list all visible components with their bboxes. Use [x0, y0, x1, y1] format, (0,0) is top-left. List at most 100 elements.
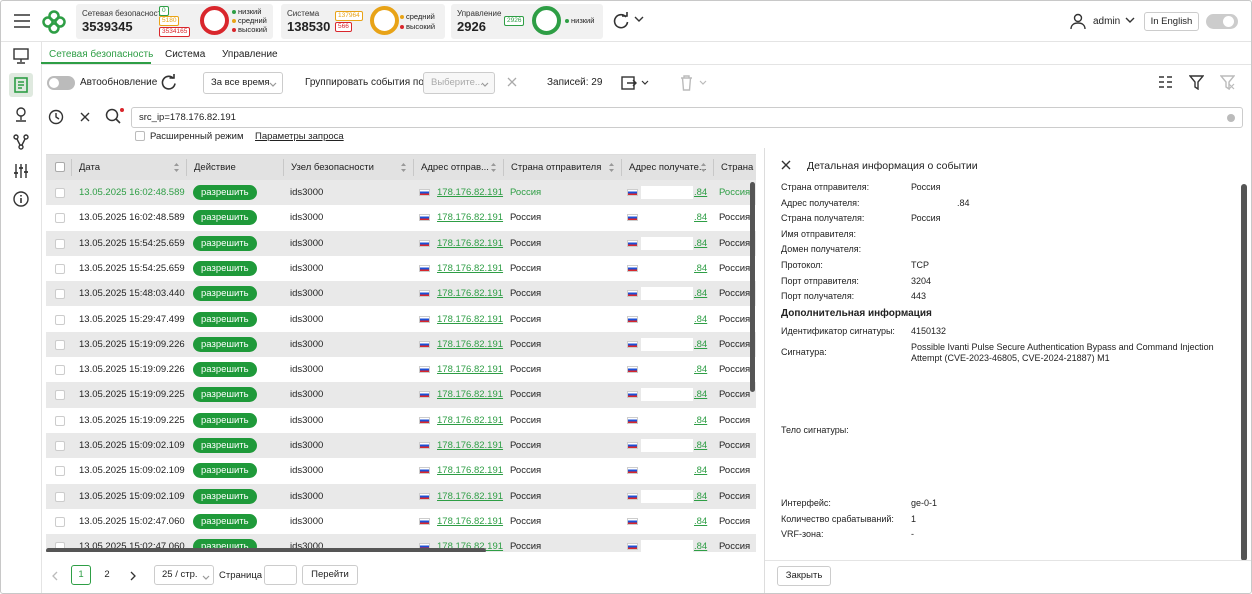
sidebar-item[interactable]: [13, 106, 29, 122]
sidebar-item[interactable]: [13, 163, 29, 179]
row-checkbox[interactable]: [55, 491, 65, 502]
export-button[interactable]: [620, 74, 650, 91]
column-header[interactable]: Страна отправителя: [511, 162, 602, 173]
table-row[interactable]: 13.05.2025 15:29:47.499 разрешить ids3000 1…: [46, 306, 756, 332]
cell-src-ip[interactable]: 178.176.82.191: [437, 389, 504, 401]
cell-src-ip[interactable]: 178.176.82.191: [437, 187, 504, 198]
table-row[interactable]: 13.05.2025 15:09:02.109 разрешить ids3000 1…: [46, 483, 756, 509]
cell-dst-ip[interactable]: .84: [694, 364, 708, 376]
cell-src-ip[interactable]: 178.176.82.191: [437, 465, 504, 477]
table-row[interactable]: 13.05.2025 15:48:03.440 разрешить ids3000 1…: [46, 281, 756, 307]
clear-search-button[interactable]: [80, 112, 90, 122]
refresh-stats[interactable]: [612, 12, 630, 30]
row-checkbox[interactable]: [55, 314, 65, 325]
column-header[interactable]: Адрес получате...: [629, 162, 707, 173]
page-input[interactable]: [264, 565, 297, 585]
cell-dst-ip[interactable]: .84: [694, 490, 708, 502]
cell-dst-ip[interactable]: .84: [694, 465, 708, 477]
stats-chevron[interactable]: [634, 16, 644, 24]
sidebar-item[interactable]: [13, 191, 29, 207]
sort-icon[interactable]: [608, 162, 615, 173]
cell-src-ip[interactable]: 178.176.82.191: [437, 212, 504, 224]
row-checkbox[interactable]: [55, 415, 65, 426]
row-checkbox[interactable]: [55, 339, 65, 350]
cell-dst-ip[interactable]: .84: [694, 338, 708, 350]
cell-dst-ip[interactable]: .84: [694, 414, 708, 426]
table-row[interactable]: 13.05.2025 15:02:47.060 разрешить ids3000 1…: [46, 534, 756, 552]
table-row[interactable]: 13.05.2025 16:02:48.589 разрешить ids3000 1…: [46, 205, 756, 231]
h-scrollbar[interactable]: [46, 548, 486, 552]
v-scrollbar[interactable]: [750, 182, 755, 392]
sidebar-item[interactable]: [13, 77, 29, 93]
table-row[interactable]: 13.05.2025 15:19:09.226 разрешить ids3000 1…: [46, 357, 756, 383]
table-row[interactable]: 13.05.2025 15:19:09.225 разрешить ids3000 1…: [46, 382, 756, 408]
row-checkbox[interactable]: [55, 213, 65, 224]
cell-src-ip[interactable]: 178.176.82.191: [437, 262, 504, 274]
filter-button[interactable]: [1188, 75, 1205, 91]
column-header[interactable]: Адрес отправ...: [421, 162, 489, 173]
column-header[interactable]: Узел безопасности: [291, 162, 374, 173]
cell-dst-ip[interactable]: .84: [694, 313, 708, 325]
cell-src-ip[interactable]: 178.176.82.191: [437, 414, 504, 426]
history-button[interactable]: [48, 109, 64, 125]
cell-dst-ip[interactable]: .84: [694, 237, 708, 249]
cell-dst-ip[interactable]: .84: [694, 288, 708, 300]
sort-icon[interactable]: [173, 162, 180, 173]
row-checkbox[interactable]: [55, 516, 65, 527]
sort-icon[interactable]: [700, 162, 707, 173]
sort-icon[interactable]: [400, 162, 407, 173]
clear-group[interactable]: [507, 77, 517, 87]
row-checkbox[interactable]: [55, 390, 65, 401]
panel-close[interactable]: [781, 160, 791, 170]
sidebar-item[interactable]: [13, 134, 29, 150]
row-checkbox[interactable]: [55, 238, 65, 249]
column-header[interactable]: Страна п: [721, 162, 756, 173]
cell-dst-ip[interactable]: .84: [694, 389, 708, 401]
cell-src-ip[interactable]: 178.176.82.191: [437, 313, 504, 325]
query-params-link[interactable]: Параметры запроса: [255, 131, 344, 142]
page-size-select[interactable]: 25 / стр.: [154, 565, 214, 585]
table-row[interactable]: 13.05.2025 15:54:25.659 разрешить ids3000 1…: [46, 255, 756, 282]
row-checkbox[interactable]: [55, 365, 65, 376]
cell-dst-ip[interactable]: .84: [694, 541, 708, 552]
cell-src-ip[interactable]: 178.176.82.191: [437, 490, 504, 502]
user-chevron[interactable]: [1125, 17, 1135, 25]
cell-dst-ip[interactable]: .84: [694, 515, 708, 527]
cell-dst-ip[interactable]: .84: [694, 440, 708, 451]
cell-dst-ip[interactable]: .84: [694, 212, 708, 224]
row-checkbox[interactable]: [55, 441, 65, 451]
sort-icon[interactable]: [490, 162, 497, 173]
columns-button[interactable]: [1158, 75, 1173, 90]
table-row[interactable]: 13.05.2025 16:02:48.589 разрешить ids3000 1…: [46, 180, 756, 206]
cell-src-ip[interactable]: 178.176.82.191: [437, 237, 504, 249]
refresh-button[interactable]: [160, 74, 177, 91]
delete-button[interactable]: [679, 74, 709, 91]
search-input[interactable]: src_ip=178.176.82.191: [131, 107, 1243, 128]
menu-button[interactable]: [13, 13, 31, 29]
clear-filter-button[interactable]: [1219, 75, 1236, 91]
prev-page[interactable]: [51, 571, 59, 581]
table-row[interactable]: 13.05.2025 15:02:47.060 разрешить ids3000 1…: [46, 508, 756, 535]
page-button[interactable]: 2: [104, 569, 110, 580]
sidebar-item[interactable]: [13, 48, 29, 64]
tab[interactable]: Управление: [222, 49, 278, 60]
table-row[interactable]: 13.05.2025 15:54:25.659 разрешить ids3000 1…: [46, 230, 756, 256]
column-header[interactable]: Дата: [79, 162, 101, 173]
row-checkbox[interactable]: [55, 188, 65, 198]
row-checkbox[interactable]: [55, 263, 65, 274]
tab[interactable]: Система: [165, 49, 206, 60]
select[interactable]: Выберите...: [423, 72, 495, 94]
cell-dst-ip[interactable]: .84: [694, 262, 708, 274]
cell-src-ip[interactable]: 178.176.82.191: [437, 288, 504, 300]
select[interactable]: За все время: [203, 72, 283, 94]
cell-dst-ip[interactable]: .84: [694, 187, 708, 198]
cell-src-ip[interactable]: 178.176.82.191: [437, 541, 504, 552]
next-page[interactable]: [129, 571, 137, 581]
row-checkbox[interactable]: [55, 466, 65, 477]
table-row[interactable]: 13.05.2025 15:19:09.226 разрешить ids3000 1…: [46, 331, 756, 358]
advanced-checkbox[interactable]: [135, 131, 145, 141]
panel-scrollbar[interactable]: [1241, 184, 1247, 561]
column-header[interactable]: Действие: [194, 162, 236, 173]
search-clear[interactable]: [1227, 114, 1235, 122]
search-button[interactable]: [105, 107, 125, 125]
